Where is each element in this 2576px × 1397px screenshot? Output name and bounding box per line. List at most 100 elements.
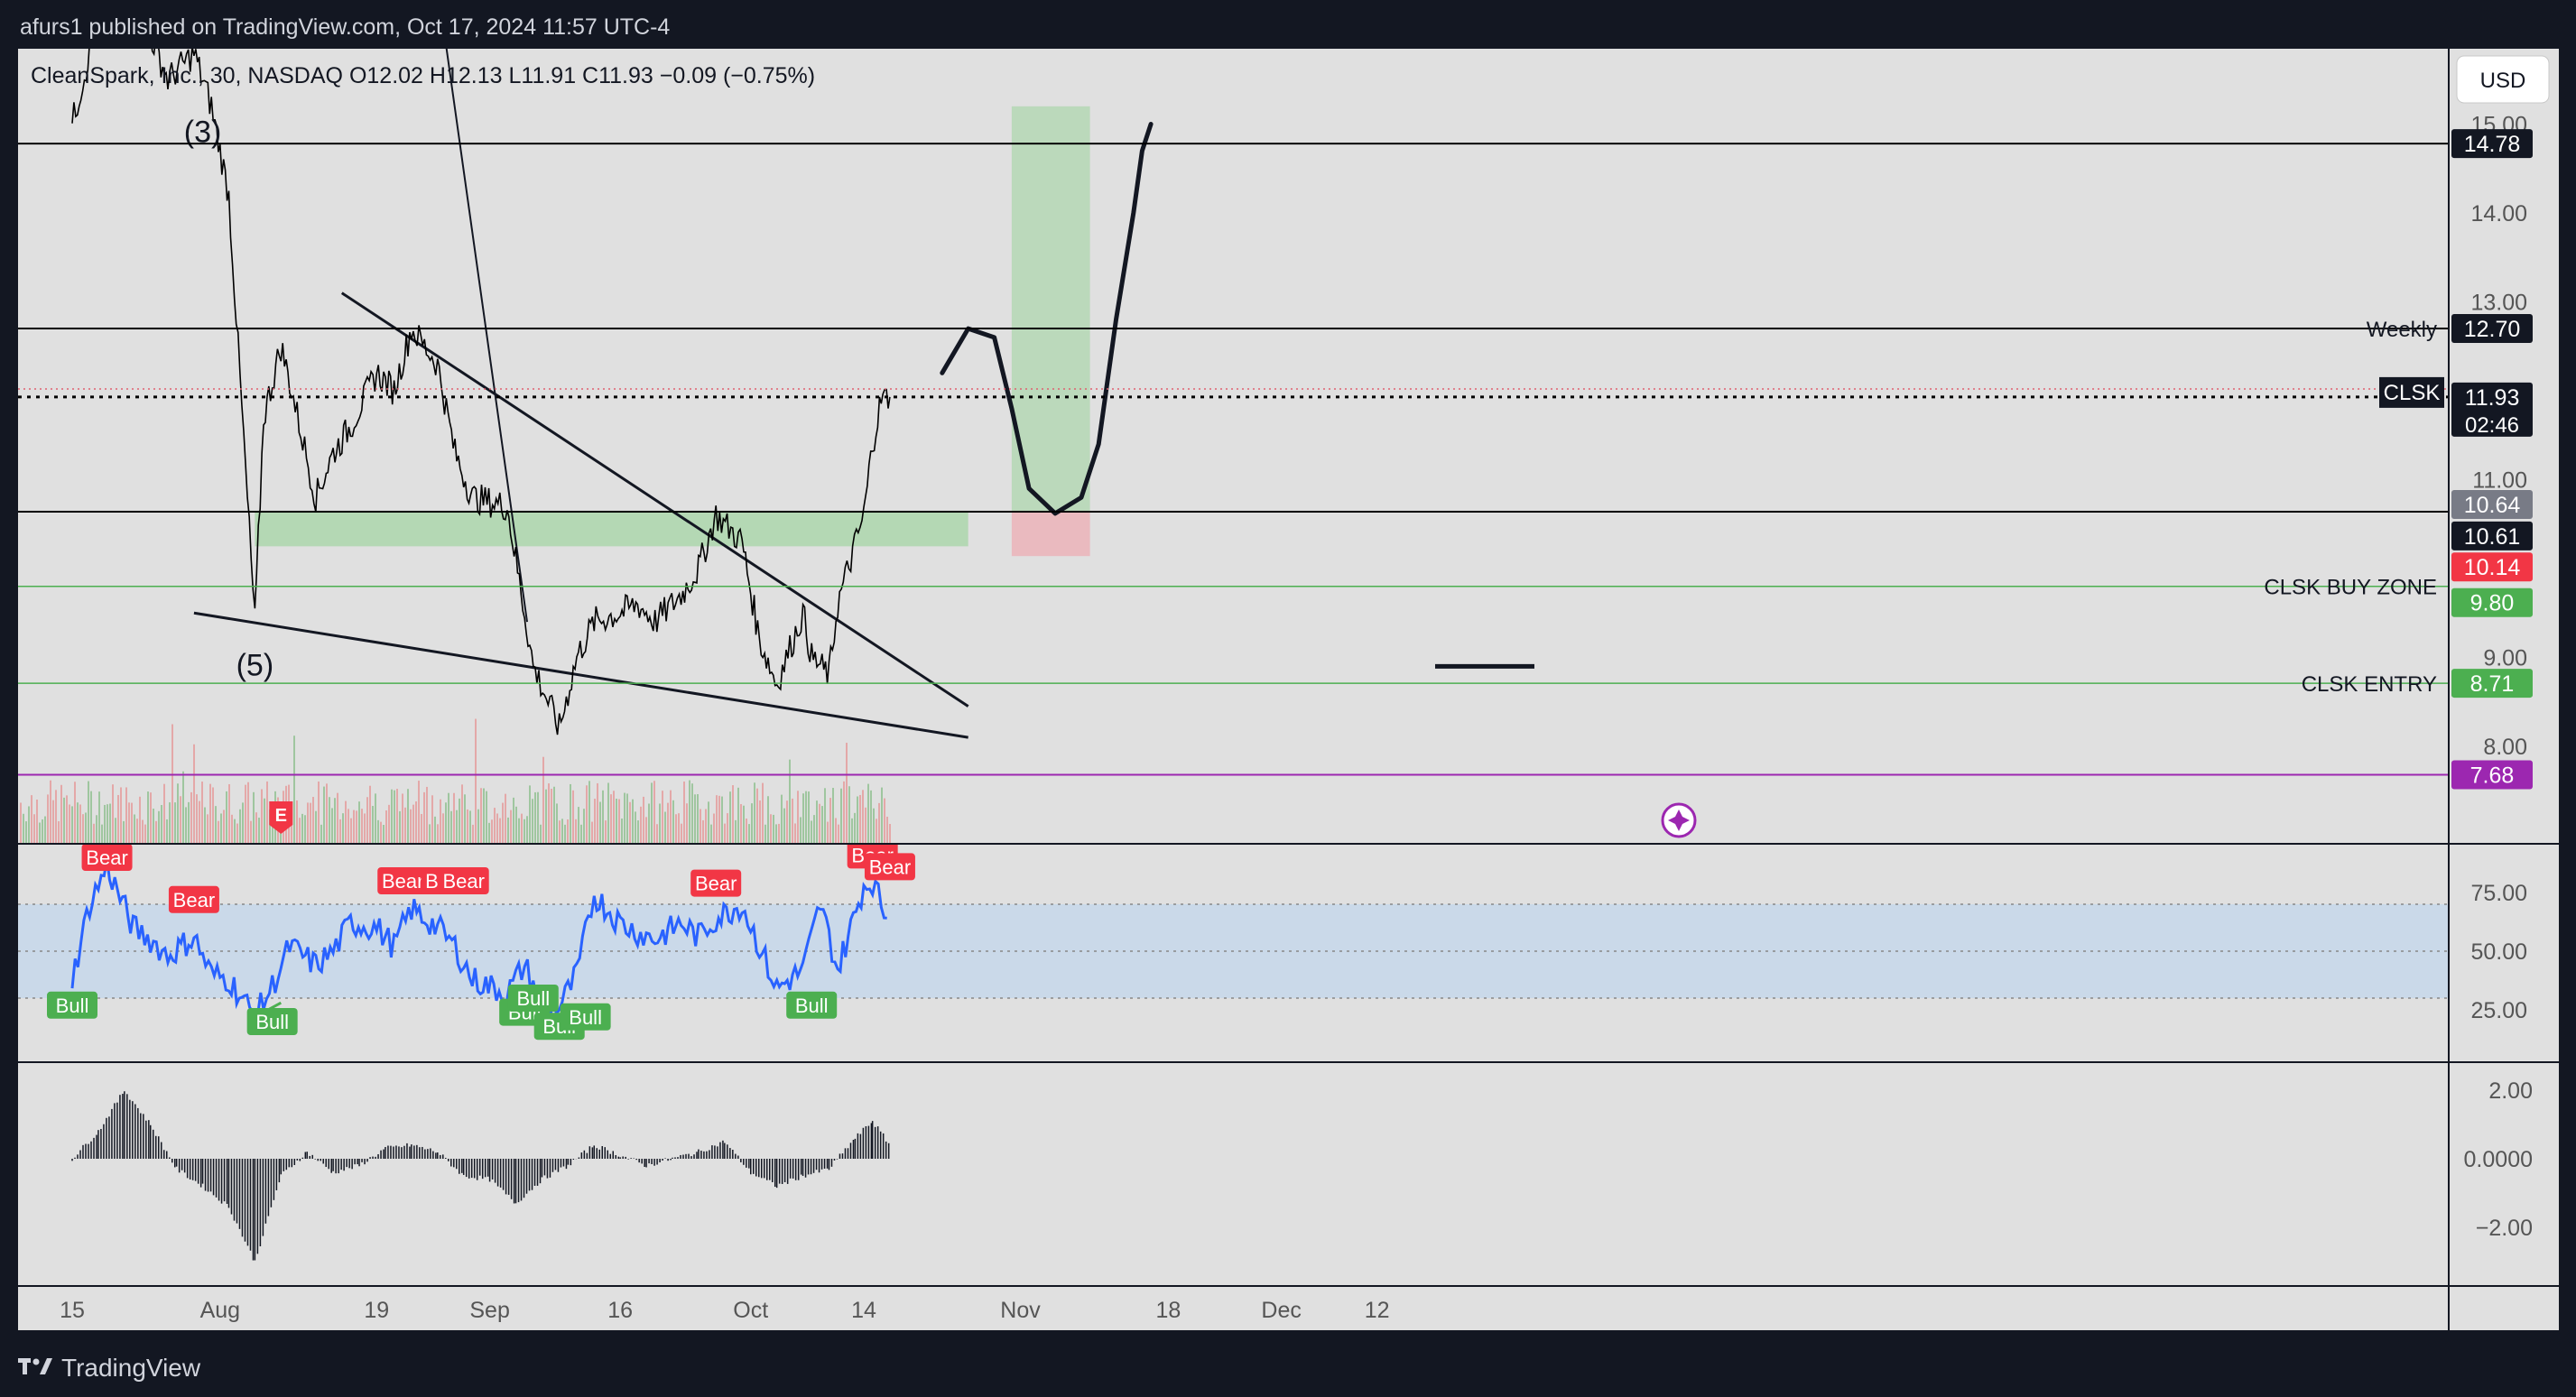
volume-bar (193, 744, 195, 843)
volume-bar (255, 812, 257, 843)
volume-bar (591, 821, 593, 843)
volume-bar (727, 813, 728, 843)
volume-bar (266, 781, 268, 843)
volume-bar (721, 796, 723, 843)
volume-bar (848, 786, 850, 843)
volume-bar (301, 813, 303, 843)
volume-bar (602, 790, 604, 843)
volume-bar (502, 802, 504, 843)
oscillator-layer (71, 1091, 890, 1261)
rsi-signal-badge (786, 991, 838, 1019)
price-tick-label: 8.00 (2483, 735, 2527, 760)
time-tick-label: Dec (1261, 1298, 1301, 1323)
volume-bar (399, 810, 401, 843)
volume-bar (537, 791, 539, 843)
currency-button-label: USD (2480, 69, 2526, 93)
price-label: 7.68 (2470, 763, 2515, 789)
volume-bar (656, 824, 658, 843)
volume-bar (862, 790, 864, 843)
symbol-legend: CleanSpark, Inc., 30, NASDAQ O12.02 H12.… (31, 63, 815, 88)
volume-bar (101, 824, 103, 843)
volume-bar (69, 804, 70, 843)
time-tick-label: 19 (364, 1298, 389, 1323)
volume-bar (526, 816, 528, 843)
price-layer: (3)(5) (20, 49, 1534, 843)
volume-bar (120, 787, 122, 843)
volume-bar (234, 819, 236, 843)
earnings-event-icon[interactable] (269, 801, 293, 834)
volume-bar (169, 802, 171, 843)
volume-bar (366, 797, 368, 843)
volume-bar (77, 802, 79, 843)
price-label-box (2451, 669, 2533, 698)
volume-bar (125, 787, 127, 843)
volume-bar (813, 815, 815, 843)
volume-bar (786, 800, 788, 843)
volume-bar (683, 781, 685, 843)
oscillator-tick-label: 2.00 (2488, 1078, 2533, 1104)
volume-bar (570, 783, 571, 843)
volume-bar (616, 799, 617, 843)
volume-bar (705, 809, 707, 843)
volume-bar (58, 821, 60, 843)
tradingview-logo-icon (18, 1343, 54, 1393)
volume-bar (854, 812, 856, 843)
volume-bar (846, 743, 848, 843)
volume-bar (71, 806, 73, 843)
volume-bar (781, 794, 783, 843)
volume-bar (713, 813, 715, 843)
volume-bar (651, 782, 653, 843)
volume-bar (561, 819, 563, 843)
volume-bar (681, 823, 682, 843)
volume-bar (88, 781, 89, 843)
volume-bar (876, 819, 877, 843)
volume-bar (20, 802, 22, 843)
volume-bar (402, 793, 403, 843)
projection-stop-box (1011, 511, 1090, 557)
volume-bar (670, 790, 672, 843)
volume-bar (867, 783, 869, 843)
volume-bar (886, 816, 888, 843)
volume-bar (659, 803, 661, 843)
volume-bar (174, 802, 176, 843)
rsi-signal-label: Bear (442, 870, 484, 893)
currency-button[interactable] (2456, 55, 2550, 104)
rsi-tick-label: 75.00 (2470, 881, 2527, 906)
volume-bar (678, 813, 680, 843)
volume-bar (878, 802, 880, 843)
volume-bar (55, 790, 57, 843)
volume-bar (299, 818, 301, 843)
oscillator-tick-label: −2.00 (2476, 1216, 2533, 1241)
volume-bar (407, 789, 409, 843)
rsi-signal-badge (377, 867, 429, 894)
volume-bar (496, 813, 498, 843)
publish-header: afurs1 published on TradingView.com, Oct… (0, 0, 2576, 49)
price-label-box (2451, 521, 2533, 550)
volume-bar (434, 816, 436, 843)
volume-bar (423, 791, 425, 843)
volume-bar (540, 824, 542, 843)
volume-bar (450, 810, 452, 843)
volume-bar (25, 821, 27, 843)
volume-bar (800, 817, 802, 843)
volume-bar (580, 824, 582, 843)
volume-bar (291, 813, 292, 843)
volume-bar (293, 736, 295, 843)
volume-bar (532, 799, 533, 843)
price-label-box (2451, 314, 2533, 344)
volume-bar (859, 794, 861, 843)
volume-bar (889, 824, 891, 843)
sparkle-glyph (1668, 810, 1690, 831)
tradingview-brand[interactable]: TradingView (18, 1343, 200, 1393)
volume-bar (637, 820, 639, 843)
volume-bar (802, 793, 804, 843)
price-label: 9.80 (2470, 591, 2515, 616)
rsi-signal-label: Bull (795, 995, 829, 1017)
rsi-tick-label: 25.00 (2470, 998, 2527, 1023)
volume-bar (150, 792, 152, 843)
event-label: E (275, 806, 287, 826)
volume-bar (448, 792, 449, 843)
price-label: 14.78 (2464, 132, 2521, 157)
volume-bar (47, 794, 49, 843)
